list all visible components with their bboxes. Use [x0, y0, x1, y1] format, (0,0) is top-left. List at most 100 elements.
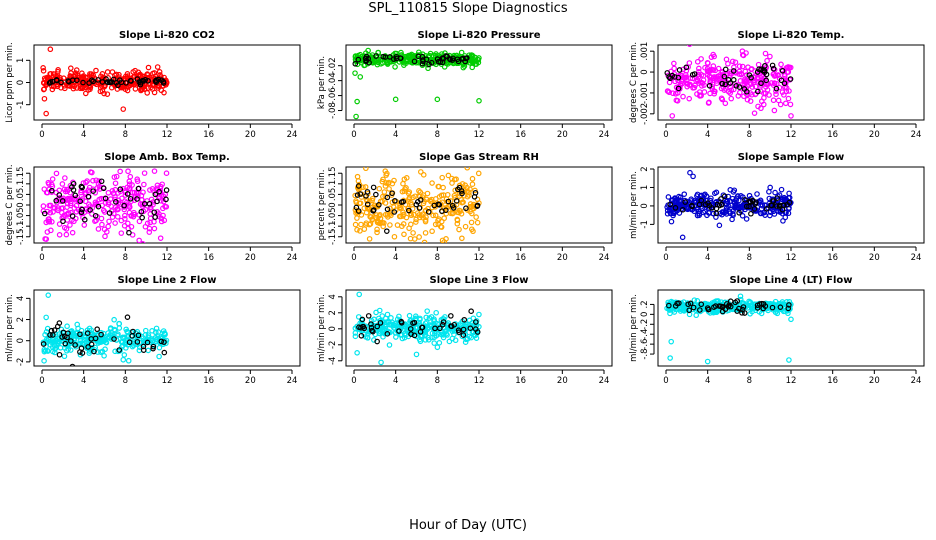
data-point — [124, 220, 131, 227]
y-tick-label: -2 — [16, 358, 26, 366]
data-point — [671, 65, 677, 72]
x-tick-label: 4 — [81, 376, 86, 386]
data-point — [727, 83, 734, 90]
data-point — [72, 70, 79, 76]
data-point — [427, 197, 433, 204]
data-point — [737, 293, 744, 300]
data-point — [103, 339, 110, 346]
outlier-point — [667, 355, 673, 361]
reference-point — [672, 205, 679, 211]
data-point — [438, 218, 445, 225]
data-point — [134, 176, 141, 183]
reference-point — [785, 305, 792, 312]
y-tick-label: -2 — [328, 341, 338, 349]
data-point — [101, 226, 108, 233]
data-point — [384, 311, 391, 318]
reference-point — [49, 187, 55, 194]
data-point — [757, 88, 764, 95]
data-point — [352, 330, 359, 336]
data-point — [455, 209, 462, 216]
data-point — [82, 333, 88, 339]
data-point — [141, 181, 147, 188]
reference-point — [787, 76, 794, 82]
data-point — [125, 168, 131, 175]
data-point — [392, 320, 399, 327]
data-point — [425, 336, 432, 343]
data-point — [469, 64, 476, 71]
data-point — [775, 72, 781, 78]
data-point — [469, 175, 476, 182]
reference-point — [90, 78, 97, 85]
x-tick-label: 24 — [911, 130, 922, 140]
data-point — [126, 209, 133, 216]
reference-point — [697, 307, 703, 313]
y-axis-label: ml/min per min. — [317, 294, 327, 362]
panel-title: Slope Line 4 (LT) Flow — [729, 275, 852, 286]
data-point — [405, 52, 412, 59]
data-point — [49, 344, 56, 350]
data-point — [156, 69, 163, 75]
data-point — [452, 337, 459, 344]
data-point — [358, 212, 365, 218]
y-tick-label: -.6 — [640, 339, 650, 350]
data-point — [715, 65, 722, 72]
y-tick-label: -.08 — [328, 102, 338, 119]
reference-point — [730, 68, 737, 74]
data-point — [119, 195, 125, 202]
data-point — [55, 205, 62, 211]
data-point — [751, 110, 758, 116]
reference-point — [428, 59, 435, 66]
data-point — [125, 329, 131, 336]
reference-point — [774, 195, 781, 201]
data-point — [730, 86, 737, 93]
panel-box — [33, 44, 301, 121]
data-point — [431, 316, 437, 323]
x-tick-label: 8 — [435, 376, 440, 386]
outlier-point — [788, 113, 794, 119]
data-point — [460, 64, 467, 71]
reference-point — [56, 320, 63, 326]
reference-point — [66, 78, 72, 85]
data-point — [404, 322, 410, 329]
data-point — [354, 215, 360, 221]
reference-point — [755, 88, 761, 95]
data-point — [429, 180, 435, 186]
reference-point — [386, 54, 393, 60]
data-point — [373, 212, 380, 218]
data-point — [358, 248, 362, 252]
reference-point — [763, 206, 770, 212]
reference-point — [439, 59, 446, 66]
reference-point — [459, 190, 465, 197]
reference-point — [711, 304, 717, 310]
data-point — [422, 217, 429, 223]
data-point — [130, 69, 136, 75]
reference-point — [463, 205, 469, 212]
data-point — [779, 89, 786, 95]
data-point — [715, 73, 722, 80]
data-point — [386, 342, 393, 348]
scatter-points — [352, 291, 482, 366]
data-point — [381, 189, 388, 195]
data-point — [384, 61, 391, 67]
data-point — [749, 305, 755, 312]
data-point — [398, 205, 404, 212]
data-point — [730, 208, 736, 214]
data-point — [772, 309, 779, 316]
data-point — [369, 195, 376, 202]
scatter-points — [664, 169, 794, 241]
data-point — [758, 310, 765, 317]
data-point — [686, 95, 693, 102]
x-tick-label: 0 — [663, 130, 668, 140]
data-point — [379, 325, 386, 331]
data-point — [111, 316, 117, 323]
data-point — [783, 100, 789, 107]
data-point — [113, 173, 120, 180]
data-point — [785, 95, 792, 102]
reference-point — [135, 332, 142, 339]
reference-point — [676, 67, 683, 73]
reference-point — [373, 53, 379, 59]
x-tick-label: 24 — [599, 376, 610, 386]
reference-point — [363, 57, 370, 64]
panel-2: Slope Li-820 Pressure kPa per min. 0 4 8 12 16… — [317, 30, 613, 140]
data-point — [112, 220, 118, 226]
